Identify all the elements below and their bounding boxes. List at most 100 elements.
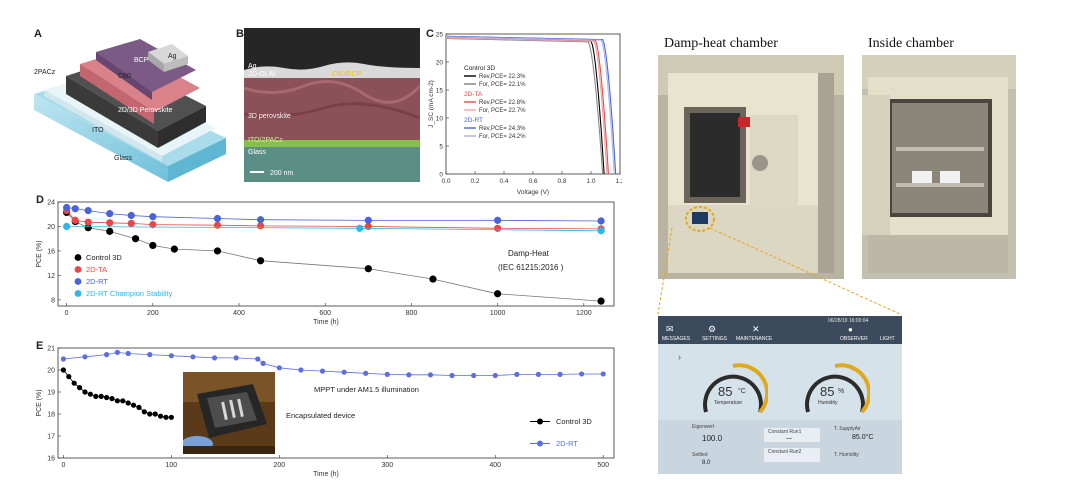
data-point <box>76 385 83 391</box>
data-point <box>106 227 114 235</box>
field-3-label: Constant Run2 <box>768 449 802 455</box>
menu-observer[interactable]: OBSERVER <box>840 336 868 342</box>
x-tick-label: 1000 <box>490 310 506 317</box>
data-point <box>557 371 563 377</box>
panel-c-letter: C <box>426 28 434 40</box>
x-tick-label: 0 <box>65 310 69 317</box>
chevron-right-icon[interactable]: › <box>678 352 681 362</box>
legend-group-title: Control 3D <box>464 65 495 72</box>
humidity-gauge <box>805 363 870 414</box>
data-point <box>149 221 157 229</box>
field-3-box[interactable] <box>764 448 820 462</box>
x-tick-label: 0.2 <box>470 178 479 185</box>
sem-label-ito: ITO/2PACz <box>248 137 283 144</box>
legend-label: 2D-RT Champion Stability <box>86 289 173 298</box>
jv-curve-line <box>445 35 617 175</box>
jv-curve-chart: 0.0 0.2 0.4 0.6 0.8 1.0 1.2 0 5 10 15 20 25 Voltage (… <box>428 32 622 197</box>
menu-light[interactable]: LIGHT <box>880 336 895 342</box>
humidity-value: 85 <box>820 384 835 399</box>
legend-marker <box>537 418 543 425</box>
ag-layer <box>148 44 188 64</box>
data-point <box>494 290 502 298</box>
encapsulated-device-photo <box>183 372 275 454</box>
data-point <box>449 372 455 379</box>
data-point <box>71 216 79 224</box>
x-tick-label: 800 <box>406 310 418 317</box>
data-point <box>149 241 157 250</box>
sem-label-3d: 3D perovskite <box>248 113 291 120</box>
x-tick-label: 0.6 <box>528 178 537 185</box>
data-point <box>406 372 412 378</box>
x-tick-label: 300 <box>381 462 393 469</box>
sem-cross-section: Ag 2D-OLAI C60/BCP 3D perovskite ITO/2PA… <box>244 28 420 182</box>
sem-label-2d: 2D-OLAI <box>248 71 275 78</box>
series-line <box>66 207 602 222</box>
data-point <box>213 214 222 223</box>
y-tick-label: 25 <box>436 32 444 39</box>
y-tick-label: 24 <box>47 200 55 207</box>
legend-marker <box>537 440 543 447</box>
data-point <box>147 411 153 417</box>
control-screen: 06/28/19 16:00:04 ✉ MESSAGES ⚙ SETTINGS … <box>658 316 902 474</box>
y-tick-label: 20 <box>47 368 55 375</box>
observer-icon[interactable]: ● <box>848 325 853 334</box>
menu-maintenance[interactable]: MAINTENANCE <box>736 336 773 342</box>
legend-entry: For, PCE= 24.2% <box>479 134 526 140</box>
temperature-label: Temperature <box>714 400 743 406</box>
y-tick-label: 15 <box>436 88 444 95</box>
data-point <box>597 297 605 305</box>
wrench-icon[interactable]: ✕ <box>752 324 760 334</box>
data-point <box>93 393 99 399</box>
sem-label-ag: Ag <box>248 63 257 70</box>
x-tick-label: 0.4 <box>499 178 508 185</box>
data-point <box>71 205 79 213</box>
data-point <box>535 371 542 377</box>
data-point <box>130 402 137 408</box>
data-point <box>136 404 142 410</box>
menu-messages[interactable]: MESSAGES <box>662 336 691 342</box>
data-point <box>298 367 304 373</box>
data-point <box>114 398 120 404</box>
data-point <box>168 414 174 420</box>
damp-heat-chamber-photo <box>658 55 844 279</box>
data-point <box>125 350 131 357</box>
field-1-label: Eigenwert <box>692 424 715 430</box>
series-line <box>63 351 604 376</box>
legend-label: Control 3D <box>556 417 592 426</box>
callout-lines <box>657 227 901 315</box>
panel-e-letter: E <box>36 340 44 352</box>
x-tick-label: 200 <box>147 310 159 317</box>
field-5-label: T. Humidity <box>834 452 859 458</box>
jv-curve-line <box>446 36 615 175</box>
data-point <box>66 374 72 380</box>
field-2-value: — <box>786 436 792 442</box>
x-tick-label: 0 <box>61 462 65 469</box>
jv-curve-line <box>446 36 609 175</box>
iec-standard-label: (IEC 61215:2016 ) <box>498 263 564 272</box>
encapsulated-device-label: Encapsulated device <box>286 411 355 420</box>
callout-circle <box>685 206 715 232</box>
data-point <box>82 389 88 395</box>
jv-curve-line <box>445 37 608 175</box>
y-axis-label: J_SC (mA cm-2) <box>428 80 435 128</box>
scale-bar-label: 200 nm <box>270 170 294 177</box>
label-perovskite: 2D/3D Perovskite <box>118 107 173 114</box>
field-2-box[interactable] <box>764 428 820 442</box>
legend-group-title: 2D-RT <box>464 117 483 124</box>
menu-settings[interactable]: SETTINGS <box>702 336 728 342</box>
data-point <box>256 257 265 265</box>
y-axis-label: PCE (%) <box>36 240 43 267</box>
y-tick-label: 8 <box>51 297 55 304</box>
legend-entry: Rev,PCE= 22.3% <box>479 74 526 80</box>
data-point <box>71 380 77 386</box>
label-ito: ITO <box>92 127 104 134</box>
label-ag: Ag <box>168 53 177 60</box>
legend-entry: Rev,PCE= 24.3% <box>479 126 526 132</box>
data-point <box>260 360 266 366</box>
sem-label-c60bcp: C60/BCP <box>332 71 362 78</box>
data-point <box>157 413 164 419</box>
data-point <box>82 354 88 360</box>
data-point <box>319 368 326 374</box>
gear-icon[interactable]: ⚙ <box>708 324 717 334</box>
messages-icon[interactable]: ✉ <box>666 324 674 334</box>
